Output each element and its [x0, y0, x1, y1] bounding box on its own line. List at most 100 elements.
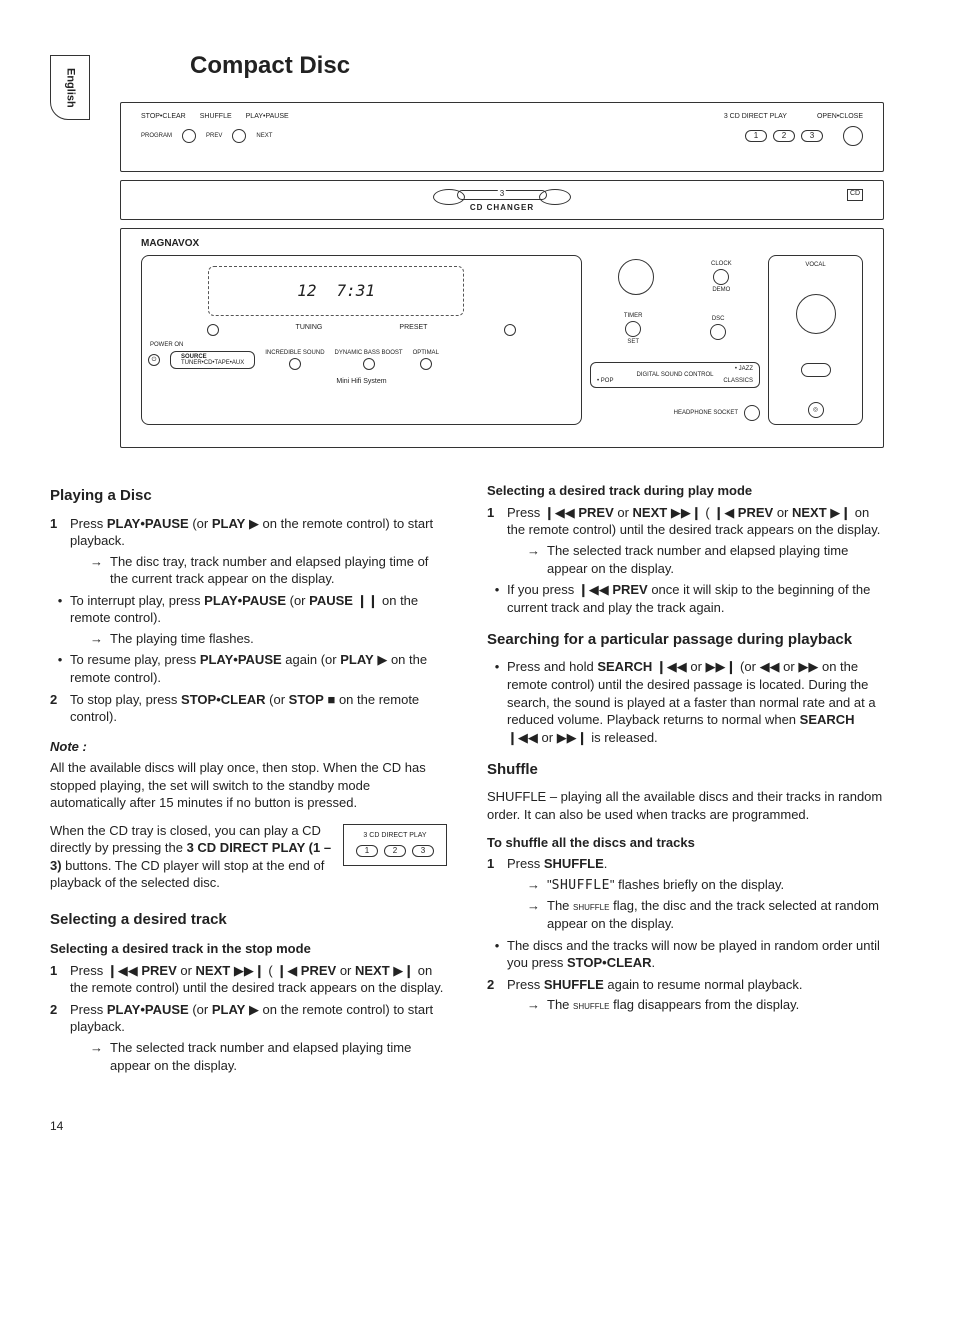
cd-direct-2: 2	[773, 130, 795, 142]
display-track: 12	[297, 283, 316, 299]
label-playpause: PLAY•PAUSE	[246, 113, 289, 120]
bullet-icon: •	[50, 592, 70, 648]
brand-label: MAGNAVOX	[141, 239, 863, 249]
step-number: 1	[487, 504, 507, 577]
speaker-panel: VOCAL ◎	[768, 255, 863, 425]
next-icon: ▶❙	[393, 963, 414, 978]
label-subtitle: Mini Hifi System	[148, 378, 575, 385]
knob-icon	[289, 358, 301, 370]
step-number: 1	[487, 855, 507, 932]
label-pop: POP	[601, 378, 614, 384]
cd-logo-icon: CD	[847, 189, 863, 201]
step-number: 2	[50, 691, 70, 726]
label-classics: CLASSICS	[723, 378, 753, 384]
label-jazz: JAZZ	[739, 366, 753, 372]
arrow-icon: →	[90, 630, 110, 648]
control-panel: 12 7:31 TUNING PRESET POWER ON ⏻	[141, 255, 582, 425]
knob-icon	[182, 129, 196, 143]
ffwd-icon: ▶▶	[798, 659, 818, 674]
label-optimal: OPTIMAL	[413, 350, 439, 356]
bullet-text: Press and hold SEARCH ❙◀◀ or ▶▶❙ (or ◀◀ …	[507, 658, 884, 746]
language-tab: English	[50, 55, 90, 120]
page-number: 14	[50, 1118, 884, 1134]
step-text: Press SHUFFLE again to resume normal pla…	[507, 976, 884, 1014]
prev-skip-icon: ❙◀◀	[507, 730, 538, 745]
step-text: Press ❙◀◀ PREV or NEXT ▶▶❙ ( ❙◀ PREV or …	[507, 504, 884, 577]
subheading-select-stop: Selecting a desired track in the stop mo…	[50, 940, 447, 958]
bullet-text: To resume play, press PLAY•PAUSE again (…	[70, 651, 447, 686]
arrow-icon: →	[90, 1039, 110, 1074]
cd-direct-1: 1	[745, 130, 767, 142]
diagram-main-panel: MAGNAVOX 12 7:31 TUNING PRESET	[120, 228, 884, 448]
prev-skip-icon: ❙◀◀	[107, 963, 138, 978]
subheading-shuffle-all: To shuffle all the discs and tracks	[487, 834, 884, 852]
label-clock: CLOCK	[711, 261, 732, 267]
arrow-icon: →	[90, 553, 110, 588]
knob-icon	[232, 129, 246, 143]
label-demo: DEMO	[711, 287, 732, 293]
left-column: Playing a Disc 1 Press PLAY•PAUSE (or PL…	[50, 472, 447, 1078]
port-icon	[801, 363, 831, 377]
arrow-icon: →	[527, 897, 547, 932]
step-number: 2	[487, 976, 507, 1014]
bullet-icon: •	[487, 937, 507, 972]
arrow-icon: →	[527, 876, 547, 895]
label-prev: PREV	[206, 133, 222, 139]
label-dsc: DSC	[710, 316, 726, 322]
knob-icon	[504, 324, 516, 336]
label-dbb: DYNAMIC BASS BOOST	[335, 350, 403, 356]
next-skip-icon: ▶▶❙	[671, 505, 702, 520]
next-skip-icon: ▶▶❙	[234, 963, 265, 978]
subheading-select-play: Selecting a desired track during play mo…	[487, 482, 884, 500]
heading-search: Searching for a particular passage durin…	[487, 630, 884, 650]
label-headphone: HEADPHONE SOCKET	[674, 410, 738, 416]
label-openclose: OPEN•CLOSE	[817, 113, 863, 120]
cd-direct-btn-1: 1	[356, 845, 378, 857]
label-poweron: POWER ON	[150, 342, 575, 348]
diagram-cd-changer: 3 CD CD CHANGER	[120, 180, 884, 220]
right-column: Selecting a desired track during play mo…	[487, 472, 884, 1078]
side-controls: CLOCK DEMO TIMER SET	[590, 255, 760, 425]
label-program: PROGRAM	[141, 133, 172, 139]
step-number: 1	[50, 515, 70, 588]
step-text: Press PLAY•PAUSE (or PLAY ▶ on the remot…	[70, 515, 447, 588]
knob-icon	[744, 405, 760, 421]
label-vocal: VOCAL	[805, 262, 825, 268]
pause-icon: ❙❙	[357, 593, 379, 608]
next-skip-icon: ▶▶❙	[706, 659, 737, 674]
note-text: All the available discs will play once, …	[50, 759, 447, 812]
prev-icon: ❙◀	[276, 963, 297, 978]
bullet-text: The discs and the tracks will now be pla…	[507, 937, 884, 972]
knob-openclose-icon	[843, 126, 863, 146]
heading-playing-disc: Playing a Disc	[50, 486, 447, 506]
label-3cd-direct: 3 CD DIRECT PLAY	[724, 113, 787, 120]
display-time: 7:31	[336, 283, 375, 299]
bullet-text: If you press ❙◀◀ PREV once it will skip …	[507, 581, 884, 616]
note-label: Note :	[50, 738, 447, 756]
prev-skip-icon: ❙◀◀	[544, 505, 575, 520]
cd-changer-label: CD CHANGER	[470, 204, 534, 212]
label-stopclear: STOP•CLEAR	[141, 113, 186, 120]
knob-icon	[363, 358, 375, 370]
page-title: Compact Disc	[190, 50, 884, 82]
arrow-icon: →	[527, 542, 547, 577]
shuffle-intro: SHUFFLE – playing all the available disc…	[487, 788, 884, 823]
volume-knob-icon	[618, 259, 654, 295]
cd-direct-inset: 3 CD DIRECT PLAY 1 2 3	[343, 824, 447, 866]
next-icon: ▶❙	[830, 505, 851, 520]
diagram-top-panel: STOP•CLEAR SHUFFLE PLAY•PAUSE 3 CD DIREC…	[120, 102, 884, 172]
label-preset: PRESET	[399, 324, 427, 336]
label-next: NEXT	[256, 133, 272, 139]
prev-skip-icon: ❙◀◀	[578, 582, 609, 597]
prev-icon: ❙◀	[713, 505, 734, 520]
step-text: Press ❙◀◀ PREV or NEXT ▶▶❙ ( ❙◀ PREV or …	[70, 962, 447, 997]
label-source-sub: TUNER•CD•TAPE•AUX	[181, 360, 244, 366]
label-tuning: TUNING	[296, 324, 323, 336]
cd-direct-3: 3	[801, 130, 823, 142]
knob-icon	[710, 324, 726, 340]
bullet-icon: •	[50, 651, 70, 686]
play-icon: ▶	[249, 1002, 259, 1017]
label-timer: TIMER	[624, 313, 643, 319]
headphone-jack-icon: ◎	[808, 402, 824, 418]
step-number: 1	[50, 962, 70, 997]
